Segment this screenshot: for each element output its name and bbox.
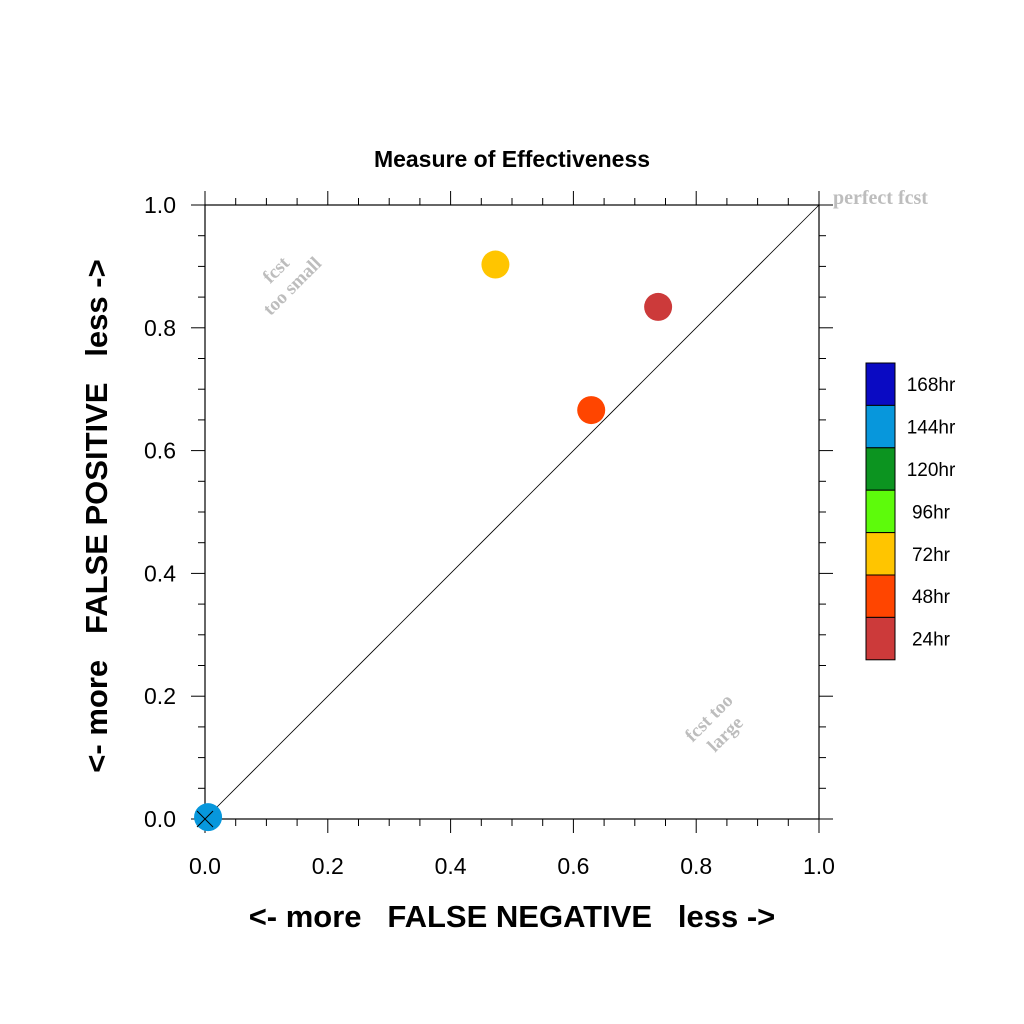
- x-axis-label: <- more FALSE NEGATIVE less ->: [249, 899, 776, 934]
- legend-swatch-72hr: [865, 532, 896, 576]
- data-point-24hr: [644, 292, 673, 321]
- y-tick-label: 0.4: [144, 560, 176, 586]
- data-points: [194, 250, 673, 832]
- legend-label-48hr: 48hr: [912, 587, 951, 608]
- x-tick-label: 0.8: [680, 853, 712, 879]
- legend-label-24hr: 24hr: [912, 630, 951, 651]
- annotation-fcst-too-small: fcst too small: [259, 252, 326, 320]
- origin-marker: [196, 810, 214, 828]
- legend-label-120hr: 120hr: [907, 460, 956, 481]
- legend-swatch-168hr: [865, 362, 896, 406]
- y-tick-label: 0.2: [144, 683, 176, 709]
- data-point-72hr: [481, 250, 510, 279]
- axis-tick-labels: 0.0 0.2 0.4 0.6 0.8 1.0 0.0 0.2 0.4 0.6 0.8 1.0: [144, 192, 835, 879]
- y-axis-label: <- more FALSE POSITIVE less ->: [79, 259, 114, 772]
- data-point-144hr: [194, 803, 223, 832]
- chart-title: Measure of Effectiveness: [374, 146, 650, 172]
- x-tick-label: 0.4: [435, 853, 467, 879]
- legend: 168hr 144hr 120hr 96hr 72hr 48hr 24hr: [865, 362, 956, 661]
- x-tick-label: 0.0: [189, 853, 221, 879]
- legend-label-96hr: 96hr: [912, 502, 951, 523]
- legend-label-144hr: 144hr: [907, 418, 956, 439]
- x-tick-label: 0.6: [557, 853, 589, 879]
- legend-swatch-24hr: [865, 616, 896, 661]
- x-tick-label: 0.2: [312, 853, 344, 879]
- diagonal-line: [204, 204, 820, 820]
- y-tick-label: 0.0: [144, 806, 176, 832]
- y-tick-label: 1.0: [144, 192, 176, 218]
- legend-swatch-96hr: [865, 489, 896, 534]
- y-tick-label: 0.8: [144, 315, 176, 341]
- data-point-48hr: [577, 396, 606, 425]
- legend-swatch-48hr: [865, 574, 896, 618]
- x-tick-label: 1.0: [803, 853, 835, 879]
- axis-ticks: [191, 191, 833, 833]
- annotation-fcst-too-large: fcst too large: [681, 690, 747, 756]
- legend-swatch-120hr: [865, 447, 896, 491]
- y-tick-label: 0.6: [144, 438, 176, 464]
- legend-label-168hr: 168hr: [907, 375, 956, 396]
- legend-label-72hr: 72hr: [912, 545, 951, 566]
- annotation-perfect-fcst: perfect fcst: [833, 187, 928, 209]
- legend-swatch-144hr: [865, 404, 896, 449]
